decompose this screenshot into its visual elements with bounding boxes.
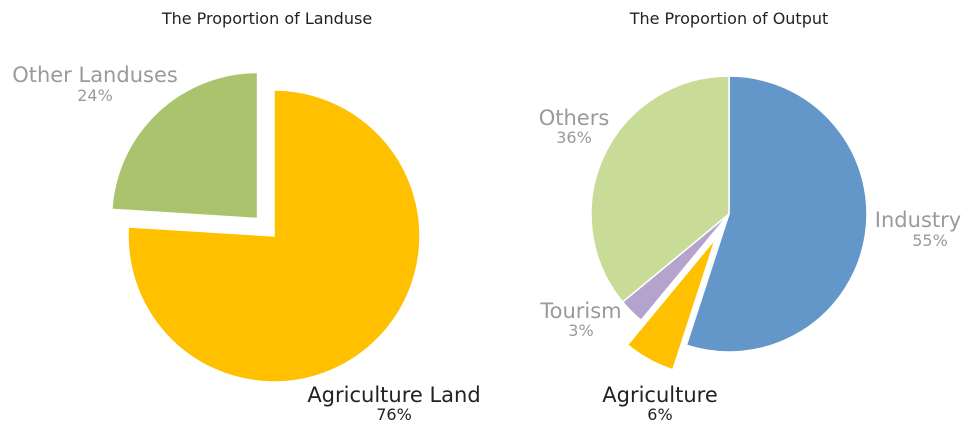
slice-value-agriculture-land: 76% bbox=[376, 405, 412, 424]
landuse-chart-title: The Proportion of Landuse bbox=[161, 9, 372, 28]
slice-value-other-landuses: 24% bbox=[77, 86, 113, 105]
landuse-pie-chart: The Proportion of Landuse Agriculture La… bbox=[12, 9, 481, 424]
output-slices bbox=[590, 75, 868, 371]
pie-slice-other-landuses bbox=[111, 71, 259, 220]
pie-slice-agriculture bbox=[626, 238, 717, 371]
slice-label-agriculture: Agriculture bbox=[602, 383, 718, 407]
slice-value-tourism: 3% bbox=[568, 321, 593, 340]
slice-value-agriculture: 6% bbox=[647, 405, 672, 424]
output-chart-title: The Proportion of Output bbox=[629, 9, 829, 28]
slice-value-others: 36% bbox=[556, 128, 592, 147]
pie-slice-agriculture-land bbox=[127, 89, 421, 383]
slice-label-agriculture-land: Agriculture Land bbox=[307, 383, 480, 407]
slice-label-tourism: Tourism bbox=[539, 299, 621, 323]
slice-value-industry: 55% bbox=[912, 231, 948, 250]
landuse-slices bbox=[111, 71, 421, 383]
pie-slice-industry bbox=[685, 75, 868, 353]
slice-label-other-landuses: Other Landuses bbox=[12, 63, 178, 87]
slice-label-others: Others bbox=[539, 106, 610, 130]
pie-slice-others bbox=[590, 75, 730, 304]
slice-label-industry: Industry bbox=[875, 208, 961, 232]
